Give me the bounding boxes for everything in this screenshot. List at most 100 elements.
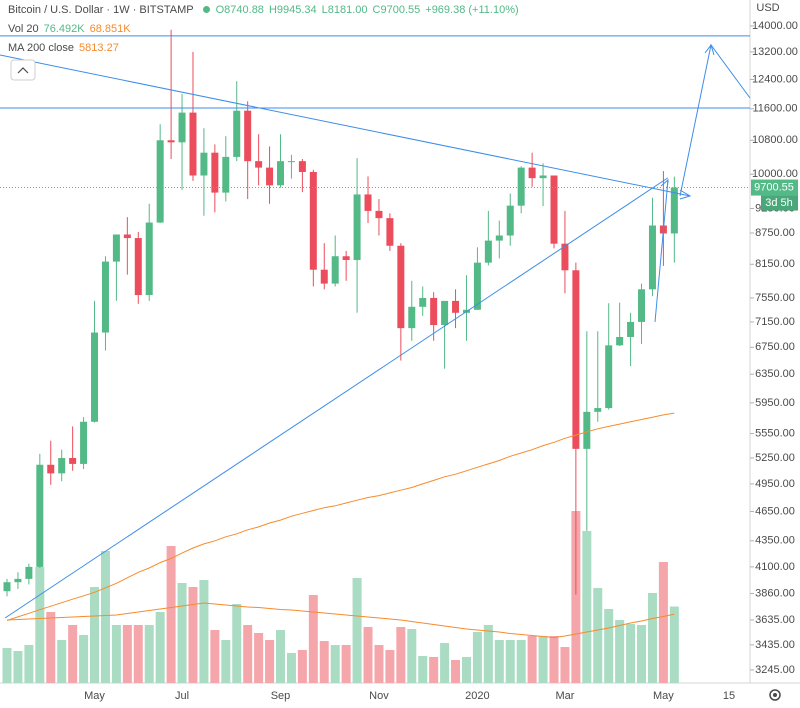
axis-unit: USD <box>756 2 779 14</box>
trend-line <box>0 54 690 197</box>
x-tick-label: 2020 <box>465 690 489 702</box>
projection-path <box>679 43 751 197</box>
candle-body <box>430 297 438 326</box>
volume-bar <box>451 660 461 683</box>
volume-bar <box>396 627 406 683</box>
volume-bar <box>276 630 285 683</box>
candle-body <box>670 187 678 234</box>
candle-body <box>200 152 208 176</box>
volume-bar <box>24 645 34 683</box>
candle-body <box>123 234 131 239</box>
x-tick-label: Nov <box>369 690 389 702</box>
volume-bar <box>319 641 329 683</box>
candle-body <box>386 218 394 246</box>
volume-bar <box>593 588 603 683</box>
collapse-icon[interactable] <box>17 67 29 74</box>
volume-bar <box>483 625 493 683</box>
volume-bar <box>538 636 548 683</box>
candle-body <box>452 300 460 313</box>
y-tick-label: 5950.00 <box>755 397 795 409</box>
volume-bar <box>144 625 154 683</box>
candle-body <box>408 306 416 329</box>
candle-body <box>3 582 11 592</box>
candle-body <box>309 171 317 270</box>
volume-bar <box>330 645 340 683</box>
candle-body <box>441 300 449 326</box>
arrow-head <box>679 189 692 200</box>
volume-bar <box>418 656 428 683</box>
volume-bar <box>254 633 264 683</box>
x-tick-label: May <box>84 690 105 702</box>
candle-body <box>506 205 514 236</box>
candle-body <box>484 240 492 263</box>
gear-icon[interactable] <box>769 689 781 701</box>
volume-bar <box>297 650 307 683</box>
y-tick-label: 10000.00 <box>752 168 798 180</box>
volume-bar <box>122 625 132 683</box>
candle-body <box>134 238 142 296</box>
volume-bar <box>177 583 187 683</box>
candle-body <box>528 167 536 179</box>
arrow-head <box>660 178 669 190</box>
y-tick-label: 14000.00 <box>752 20 798 32</box>
y-tick-label: 4350.00 <box>755 535 795 547</box>
volume-bar <box>265 640 275 683</box>
volume-ma-line <box>6 602 675 639</box>
candle-body <box>69 457 77 464</box>
volume-bar <box>549 636 559 683</box>
volume-bar <box>582 531 592 683</box>
candle-body <box>58 457 66 474</box>
arrow-head <box>704 43 715 56</box>
volume-bar <box>111 625 121 683</box>
candle-body <box>572 270 580 449</box>
x-tick-label: Mar <box>555 690 574 702</box>
last-price-label: 9700.55 <box>754 181 794 193</box>
volume-bar <box>527 636 537 683</box>
volume-bar <box>363 627 373 683</box>
y-tick-label: 4950.00 <box>755 478 795 490</box>
trend-line <box>4 177 669 619</box>
volume-bar <box>494 640 504 683</box>
candle-body <box>539 175 547 179</box>
y-tick-label: 7150.00 <box>755 316 795 328</box>
y-tick-label: 12400.00 <box>752 73 798 85</box>
candle-body <box>419 297 427 307</box>
legend: Bitcoin / U.S. Dollar · 1W · BITSTAMP O87… <box>8 1 524 58</box>
volume-bar <box>90 587 100 683</box>
candle-body <box>14 578 22 583</box>
volume-bar <box>647 593 657 683</box>
volume-bar <box>637 625 647 683</box>
candle-body <box>364 194 372 211</box>
countdown-badge <box>761 195 798 211</box>
candle-body <box>222 156 230 193</box>
settings-button[interactable] <box>769 689 781 701</box>
ma-name: MA 200 close <box>8 42 75 54</box>
candle-body <box>255 161 263 168</box>
gear-center[interactable] <box>773 693 777 697</box>
candle-body <box>244 110 252 162</box>
x-tick-label: Sep <box>271 690 291 702</box>
candle-body <box>145 222 153 296</box>
candle-body <box>331 256 339 284</box>
collapse-button[interactable] <box>10 59 36 81</box>
candle-body <box>80 421 88 464</box>
candle-body <box>648 225 656 290</box>
volume-bar <box>286 653 296 683</box>
volume-name: Vol 20 <box>8 23 39 35</box>
countdown-label: 3d 5h <box>765 197 793 209</box>
candle-body <box>47 464 55 474</box>
candle-body <box>375 210 383 219</box>
y-tick-label: 6350.00 <box>755 368 795 380</box>
y-tick-label: 5250.00 <box>755 452 795 464</box>
volume-bar <box>461 657 471 683</box>
collapse-box[interactable] <box>10 59 36 81</box>
candle-body <box>638 289 646 322</box>
y-tick-label: 11600.00 <box>752 103 797 115</box>
volume-bar <box>210 630 220 683</box>
y-tick-label: 3435.00 <box>755 639 795 651</box>
candle-body <box>101 261 109 333</box>
y-tick-label: 6750.00 <box>755 341 795 353</box>
volume-bar <box>2 648 12 683</box>
